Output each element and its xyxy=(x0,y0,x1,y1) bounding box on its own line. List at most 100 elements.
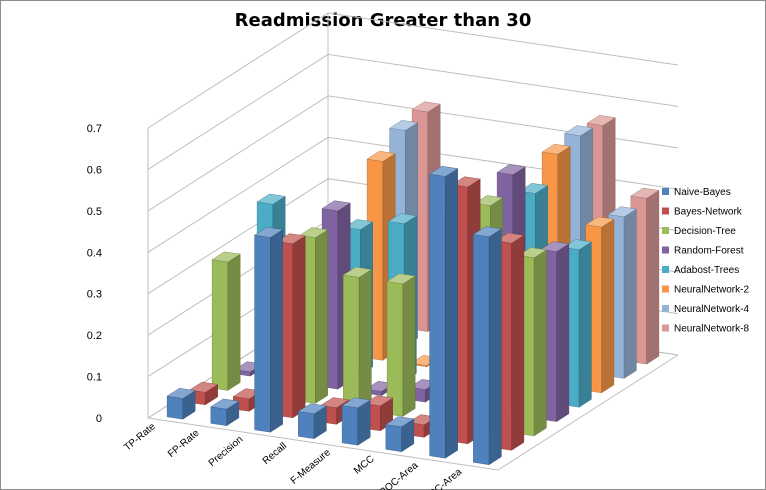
bar-top-face xyxy=(585,216,615,228)
bar-front-face xyxy=(211,259,229,391)
bar-side-face xyxy=(270,229,283,433)
bar-side-face xyxy=(533,249,547,437)
bars-group xyxy=(166,101,660,466)
bar-top-face xyxy=(344,219,374,230)
legend-label: NeuralNetwork-4 xyxy=(674,304,749,315)
category-label: ROC-Area xyxy=(377,460,420,490)
bar-side-face xyxy=(488,228,502,466)
bar-naive-bayes-fp-rate xyxy=(210,398,240,427)
legend-label: Random-Forest xyxy=(674,246,744,257)
y-axis-ticks: 0 0.1 0.2 0.3 0.4 0.5 0.6 0.7 xyxy=(87,123,102,425)
bar-side-face xyxy=(623,208,637,379)
bar-naive-bayes-roc-area xyxy=(429,165,459,459)
bar-top-face xyxy=(496,164,526,176)
bar-top-face xyxy=(429,165,459,177)
bar-top-face xyxy=(389,120,419,131)
legend-swatch xyxy=(662,324,669,332)
bar-top-face xyxy=(254,226,284,238)
bar-top-face xyxy=(519,183,549,194)
bar-naive-bayes-f-measure xyxy=(341,397,371,446)
legend: Naive-Bayes Bayes-Network Decision-Tree Ran… xyxy=(662,187,749,335)
bar-front-face xyxy=(210,406,227,426)
bar-decision-tree-f-measure xyxy=(386,273,416,417)
gridline xyxy=(147,95,679,212)
legend-swatch xyxy=(662,305,669,312)
bar-top-face xyxy=(256,193,286,205)
bar-top-face xyxy=(517,247,547,259)
bar-top-face xyxy=(586,115,616,126)
legend-swatch xyxy=(662,246,669,254)
bar-naive-bayes-prc-area xyxy=(472,226,502,466)
bar-front-face xyxy=(429,173,446,459)
bar-top-face xyxy=(387,213,417,225)
bar-side-face xyxy=(227,253,241,391)
bar-side-face xyxy=(511,234,525,451)
bar-top-face xyxy=(320,397,350,408)
bar-front-face xyxy=(343,274,360,411)
legend-swatch xyxy=(662,285,669,293)
bar-top-face xyxy=(630,187,660,199)
bar-top-face xyxy=(276,233,306,245)
bar-top-face xyxy=(411,101,441,113)
gridline xyxy=(147,53,679,170)
bar-top-face xyxy=(540,241,570,252)
bar-top-face xyxy=(541,143,571,155)
legend-label: Decision-Tree xyxy=(674,226,736,237)
bar-naive-bayes-recall xyxy=(297,403,327,440)
bar-side-face xyxy=(601,218,615,394)
legend-label: Adabost-Trees xyxy=(674,265,739,276)
bar-top-face xyxy=(297,403,327,415)
legend-swatch xyxy=(662,207,669,215)
bar-side-face xyxy=(292,235,306,419)
y-tick-label: 0.6 xyxy=(87,164,102,176)
bar-top-face xyxy=(341,397,371,409)
legend-swatch xyxy=(662,227,669,234)
bar-top-face xyxy=(210,398,240,410)
bar-top-face xyxy=(451,176,481,188)
legend-label: Naive-Bayes xyxy=(674,187,731,198)
bar-top-face xyxy=(474,195,504,206)
bar-top-face xyxy=(386,273,416,285)
bar-side-face xyxy=(315,229,328,404)
bar-side-face xyxy=(646,190,660,365)
legend-label: Bayes-Network xyxy=(674,207,743,218)
y-tick-label: 0.2 xyxy=(87,330,102,342)
category-label: F-Measure xyxy=(289,447,333,487)
bar-front-face xyxy=(254,234,271,433)
legend-swatch xyxy=(662,266,669,273)
bar-top-face xyxy=(564,125,594,137)
bar-top-face xyxy=(321,200,351,212)
bar-top-face xyxy=(342,266,372,278)
bar-front-face xyxy=(385,424,402,452)
bar-top-face xyxy=(472,226,502,238)
bar-decision-tree-tp-rate xyxy=(211,251,241,391)
bar-front-face xyxy=(166,395,184,420)
bar-decision-tree-recall xyxy=(342,266,372,411)
bar-naive-bayes-tp-rate xyxy=(166,387,196,420)
bar-top-face xyxy=(364,395,394,407)
category-label: PRC-Area xyxy=(422,466,464,490)
bar-top-face xyxy=(607,206,637,218)
category-label: FP-Rate xyxy=(166,427,202,460)
bar-top-face xyxy=(299,227,329,238)
category-label: Recall xyxy=(261,441,289,467)
bar-side-face xyxy=(445,168,458,459)
bar-front-face xyxy=(298,411,315,439)
bar-front-face xyxy=(341,405,358,446)
y-tick-label: 0.7 xyxy=(87,123,102,135)
category-label: TP-Rate xyxy=(122,421,158,454)
legend-label: NeuralNetwork-2 xyxy=(674,285,749,296)
bar-top-face xyxy=(166,387,196,399)
legend-label: NeuralNetwork-8 xyxy=(674,324,749,335)
bar-side-face xyxy=(358,269,372,411)
gridline xyxy=(147,12,679,129)
bar-top-face xyxy=(211,251,241,263)
category-label: Precision xyxy=(207,434,246,469)
bar-naive-bayes-precision xyxy=(254,226,284,433)
bar-top-face xyxy=(495,232,525,244)
bar-front-face xyxy=(473,234,490,465)
y-tick-label: 0.3 xyxy=(87,289,102,301)
bar-top-face xyxy=(385,416,415,428)
bar-side-face xyxy=(402,275,416,417)
